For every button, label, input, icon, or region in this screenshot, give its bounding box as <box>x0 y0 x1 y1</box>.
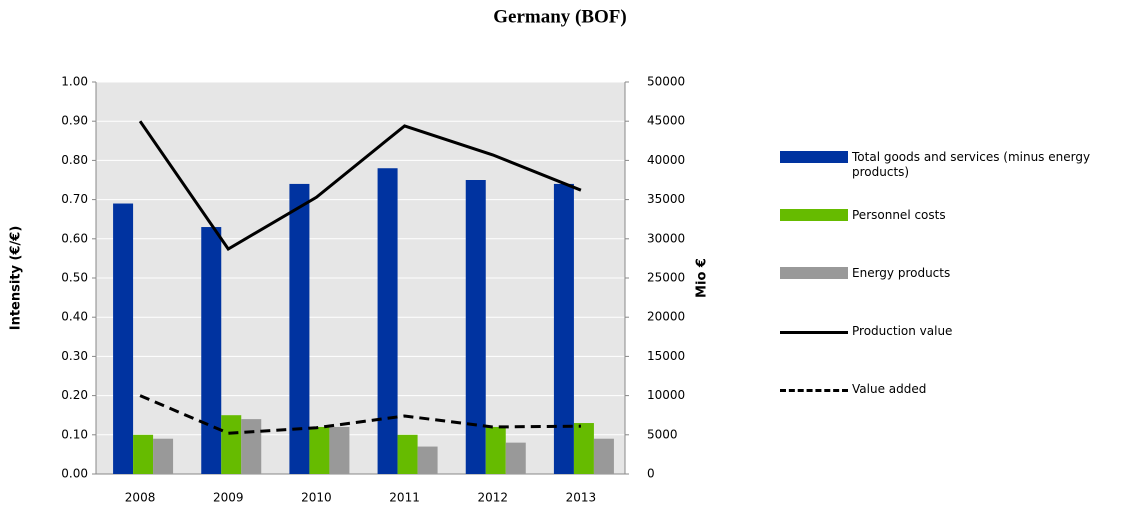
y-axis-title: Intensity (€/€) <box>9 226 24 331</box>
bar <box>573 423 594 474</box>
y2-tick-label: 35000 <box>647 192 685 206</box>
bar <box>201 227 222 474</box>
legend-swatch <box>780 389 848 392</box>
legend-label: Value added <box>852 382 927 396</box>
legend-swatch <box>780 151 848 163</box>
y-tick-label: 0.80 <box>61 153 88 167</box>
y2-tick-label: 10000 <box>647 388 685 402</box>
x-tick-label: 2010 <box>301 491 332 505</box>
y-tick-label: 0.90 <box>61 114 88 128</box>
bar <box>397 434 418 474</box>
bar <box>309 426 330 474</box>
chart-title: Germany (BOF) <box>493 6 627 27</box>
line <box>139 394 581 435</box>
y-tick-label: 0.70 <box>61 192 88 206</box>
y-tick-label: 0.20 <box>61 388 88 402</box>
bar <box>593 438 614 474</box>
x-tick-label: 2012 <box>477 491 508 505</box>
y2-tick-label: 30000 <box>647 231 685 245</box>
legend-item: Production value <box>780 324 1142 339</box>
bar <box>241 419 262 474</box>
y2-tick-label: 5000 <box>647 427 678 441</box>
legend-label: Energy products <box>852 266 951 280</box>
y2-tick-label: 50000 <box>647 75 685 89</box>
legend-item: Energy products <box>780 266 1142 281</box>
x-tick-label: 2008 <box>125 491 156 505</box>
bar <box>329 426 350 474</box>
y-tick-label: 0.30 <box>61 349 88 363</box>
bar <box>485 426 506 474</box>
y2-tick-label: 20000 <box>647 310 685 324</box>
legend-swatch <box>780 209 848 221</box>
bar <box>221 415 242 474</box>
y-tick-label: 0.50 <box>61 271 88 285</box>
line <box>138 120 582 251</box>
x-tick-label: 2013 <box>566 491 597 505</box>
x-tick-label: 2011 <box>389 491 420 505</box>
bar <box>113 203 134 474</box>
y2-axis-title: Mio € <box>695 258 710 298</box>
legend-item: Personnel costs <box>780 208 1142 223</box>
y2-tick-label: 15000 <box>647 349 685 363</box>
y-tick-label: 0.00 <box>61 467 88 481</box>
bar <box>505 442 526 474</box>
legend-item: Value added <box>780 382 1142 397</box>
y2-tick-label: 40000 <box>647 153 685 167</box>
y2-tick-label: 25000 <box>647 271 685 285</box>
y-tick-label: 0.10 <box>61 427 88 441</box>
legend-label: Production value <box>852 324 953 338</box>
bar <box>153 438 174 474</box>
x-tick-label: 2009 <box>213 491 244 505</box>
legend-swatch <box>780 267 848 279</box>
bar <box>133 434 154 474</box>
legend-label: Total goods and services (minus energy p… <box>852 150 1091 179</box>
bar <box>553 183 574 475</box>
legend-label: Personnel costs <box>852 208 946 222</box>
y-tick-label: 1.00 <box>61 75 88 89</box>
bar <box>465 180 486 474</box>
bar <box>417 446 438 474</box>
bar <box>289 183 310 475</box>
y-tick-label: 0.40 <box>61 310 88 324</box>
y2-tick-label: 45000 <box>647 114 685 128</box>
y2-tick-label: 0 <box>647 467 655 481</box>
bar <box>377 168 398 475</box>
legend-item: Total goods and services (minus energy p… <box>780 150 1142 180</box>
legend-swatch <box>780 331 848 334</box>
y-tick-label: 0.60 <box>61 231 88 245</box>
